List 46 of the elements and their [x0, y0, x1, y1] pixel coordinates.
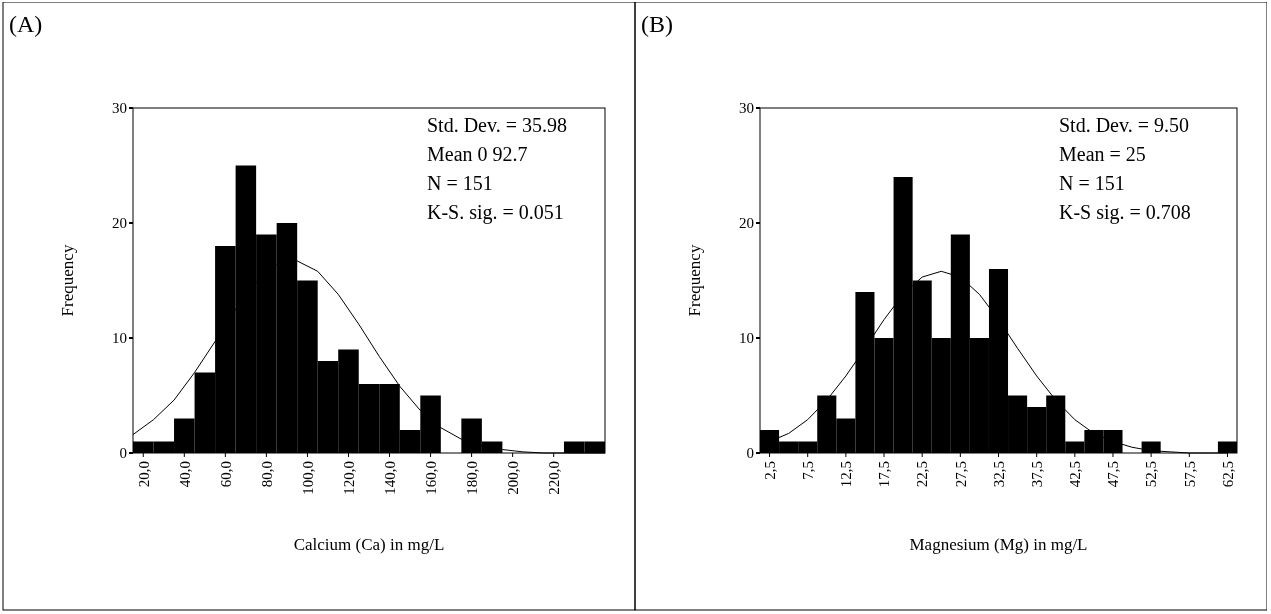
y-tick-label: 0: [119, 445, 127, 462]
y-axis-title: Frequency: [685, 244, 704, 317]
y-tick-label: 30: [739, 100, 754, 117]
x-tick-label: 180,0: [463, 461, 480, 495]
x-tick-label: 20,0: [135, 461, 152, 488]
annotation: N = 151: [427, 172, 493, 194]
chart-title: (B): [641, 11, 673, 37]
x-tick-label: 12,5: [838, 461, 855, 488]
x-tick-label: 200,0: [504, 461, 521, 495]
x-tick-label: 140,0: [381, 461, 398, 495]
x-tick-label: 120,0: [340, 461, 357, 495]
x-tick-label: 52,5: [1143, 461, 1160, 488]
y-tick-label: 10: [112, 330, 127, 347]
x-tick-label: 60,0: [217, 461, 234, 488]
y-tick-label: 30: [112, 100, 127, 117]
x-tick-label: 160,0: [422, 461, 439, 495]
x-axis-title: Calcium (Ca) in mg/L: [293, 535, 445, 554]
y-tick-label: 20: [112, 215, 127, 232]
x-tick-label: 47,5: [1105, 461, 1122, 488]
y-tick-label: 10: [739, 330, 754, 347]
chart-title: (A): [9, 11, 43, 37]
annotation: N = 151: [1059, 172, 1125, 194]
x-tick-label: 100,0: [299, 461, 316, 495]
annotation: Std. Dev. = 35.98: [427, 114, 567, 136]
y-tick-label: 20: [739, 215, 754, 232]
x-tick-label: 27,5: [952, 461, 969, 488]
x-tick-label: 220,0: [545, 461, 562, 495]
annotation: Std. Dev. = 9.50: [1059, 114, 1189, 136]
x-axis-title: Magnesium (Mg) in mg/L: [909, 535, 1088, 554]
x-tick-label: 7,5: [799, 461, 816, 480]
annotation: K-S sig. = 0.708: [1059, 201, 1191, 224]
x-tick-label: 80,0: [258, 461, 275, 488]
x-tick-label: 2,5: [761, 461, 778, 480]
x-tick-label: 40,0: [176, 461, 193, 488]
annotation: Mean 0 92.7: [427, 143, 528, 165]
x-tick-label: 22,5: [914, 461, 931, 488]
x-tick-label: 57,5: [1181, 461, 1198, 488]
annotation: K-S. sig. = 0.051: [427, 201, 564, 224]
y-axis-title: Frequency: [58, 244, 77, 317]
x-tick-label: 17,5: [876, 461, 893, 488]
x-tick-label: 62,5: [1219, 461, 1236, 488]
x-tick-label: 37,5: [1028, 461, 1045, 488]
annotation: Mean = 25: [1059, 143, 1146, 165]
y-tick-label: 0: [746, 445, 754, 462]
x-tick-label: 32,5: [990, 461, 1007, 488]
x-tick-label: 42,5: [1067, 461, 1084, 488]
